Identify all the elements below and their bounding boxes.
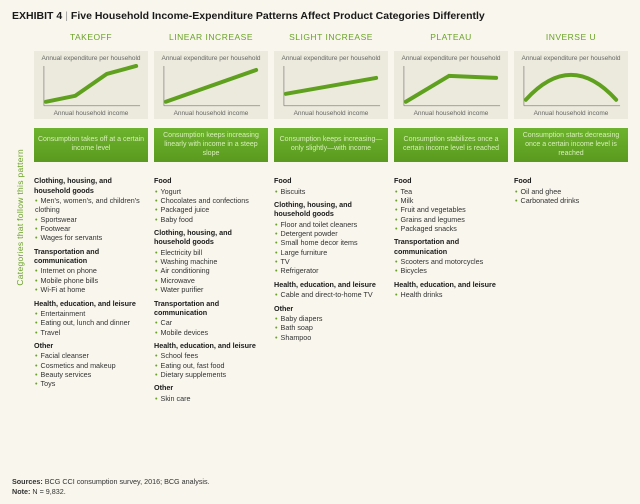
list-item: Small home decor items xyxy=(275,238,388,247)
note-text: N = 9,832. xyxy=(32,487,65,496)
category-list: Food TeaMilkFruit and vegetablesGrains an… xyxy=(394,172,508,403)
list-item: Refrigerator xyxy=(275,266,388,275)
category-header: Other xyxy=(34,341,148,350)
list-item: Tea xyxy=(395,187,508,196)
list-item: TV xyxy=(275,257,388,266)
list-item: Mobile phone bills xyxy=(35,276,148,285)
category-header: Food xyxy=(154,176,268,185)
list-item: School fees xyxy=(155,351,268,360)
list-item: Travel xyxy=(35,328,148,337)
list-item: Biscuits xyxy=(275,187,388,196)
side-label: Categories that follow this pattern xyxy=(12,32,28,403)
category-header: Health, education, and leisure xyxy=(274,280,388,289)
list-item: Dietary supplements xyxy=(155,370,268,379)
sources-text: BCG CCI consumption survey, 2016; BCG an… xyxy=(45,477,210,486)
pattern-title: TAKEOFF xyxy=(34,32,148,42)
list-item: Sportswear xyxy=(35,215,148,224)
list-item: Floor and toilet cleaners xyxy=(275,220,388,229)
list-item: Large furniture xyxy=(275,248,388,257)
list-item: Scooters and motorcycles xyxy=(395,257,508,266)
pattern-description: Consumption stabilizes once a certain in… xyxy=(394,128,508,162)
list-item: Wi-Fi at home xyxy=(35,285,148,294)
pattern-title: LINEAR INCREASE xyxy=(154,32,268,42)
list-item: Grains and legumes xyxy=(395,215,508,224)
list-item: Packaged juice xyxy=(155,205,268,214)
list-item: Milk xyxy=(395,196,508,205)
list-item: Mobile devices xyxy=(155,328,268,337)
pattern-description: Consumption keeps increasing linearly wi… xyxy=(154,128,268,162)
list-item: Shampoo xyxy=(275,333,388,342)
list-item: Chocolates and confections xyxy=(155,196,268,205)
list-item: Men's, women's, and children's clothing xyxy=(35,196,148,215)
category-header: Transportation and communication xyxy=(154,299,268,318)
list-item: Health drinks xyxy=(395,290,508,299)
category-header: Health, education, and leisure xyxy=(34,299,148,308)
list-item: Air conditioning xyxy=(155,266,268,275)
list-item: Bath soap xyxy=(275,323,388,332)
category-header: Other xyxy=(154,383,268,392)
list-item: Electricity bill xyxy=(155,248,268,257)
category-header: Health, education, and leisure xyxy=(154,341,268,350)
list-item: Yogurt xyxy=(155,187,268,196)
list-item: Carbonated drinks xyxy=(515,196,628,205)
list-item: Footwear xyxy=(35,224,148,233)
pattern-chart: Annual expenditure per householdAnnual h… xyxy=(394,51,508,119)
category-header: Health, education, and leisure xyxy=(394,280,508,289)
category-header: Food xyxy=(514,176,628,185)
category-header: Clothing, housing, and household goods xyxy=(274,200,388,219)
category-header: Transportation and communication xyxy=(394,237,508,256)
list-item: Water purifier xyxy=(155,285,268,294)
category-header: Food xyxy=(394,176,508,185)
list-item: Oil and ghee xyxy=(515,187,628,196)
pattern-chart: Annual expenditure per householdAnnual h… xyxy=(514,51,628,119)
pattern-description: Consumption takes off at a certain incom… xyxy=(34,128,148,162)
list-item: Cosmetics and makeup xyxy=(35,361,148,370)
exhibit-header: EXHIBIT 4|Five Household Income-Expendit… xyxy=(12,10,628,22)
footer: Sources: BCG CCI consumption survey, 201… xyxy=(12,477,210,496)
exhibit-number: EXHIBIT 4 xyxy=(12,10,62,22)
list-item: Eating out, fast food xyxy=(155,361,268,370)
list-item: Toys xyxy=(35,379,148,388)
list-item: Eating out, lunch and dinner xyxy=(35,318,148,327)
pattern-description: Consumption starts decreasing once a cer… xyxy=(514,128,628,162)
pattern-title: INVERSE U xyxy=(514,32,628,42)
list-item: Microwave xyxy=(155,276,268,285)
category-list: Food YogurtChocolates and confectionsPack… xyxy=(154,172,268,403)
list-item: Baby food xyxy=(155,215,268,224)
list-item: Skin care xyxy=(155,394,268,403)
category-list: Food Oil and gheeCarbonated drinks xyxy=(514,172,628,403)
category-header: Transportation and communication xyxy=(34,247,148,266)
category-header: Other xyxy=(274,304,388,313)
list-item: Entertainment xyxy=(35,309,148,318)
exhibit-title: Five Household Income-Expenditure Patter… xyxy=(71,10,485,22)
list-item: Wages for servants xyxy=(35,233,148,242)
pattern-title: SLIGHT INCREASE xyxy=(274,32,388,42)
category-list: Food Biscuits Clothing, housing, and house… xyxy=(274,172,388,403)
pattern-description: Consumption keeps increasing—only slight… xyxy=(274,128,388,162)
category-list: Clothing, housing, and household goodsMe… xyxy=(34,172,148,403)
list-item: Facial cleanser xyxy=(35,351,148,360)
list-item: Cable and direct-to-home TV xyxy=(275,290,388,299)
list-item: Car xyxy=(155,318,268,327)
category-header: Food xyxy=(274,176,388,185)
category-header: Clothing, housing, and household goods xyxy=(34,176,148,195)
list-item: Washing machine xyxy=(155,257,268,266)
list-item: Beauty services xyxy=(35,370,148,379)
list-item: Baby diapers xyxy=(275,314,388,323)
category-header: Clothing, housing, and household goods xyxy=(154,228,268,247)
list-item: Internet on phone xyxy=(35,266,148,275)
pattern-chart: Annual expenditure per householdAnnual h… xyxy=(34,51,148,119)
list-item: Fruit and vegetables xyxy=(395,205,508,214)
pattern-title: PLATEAU xyxy=(394,32,508,42)
list-item: Packaged snacks xyxy=(395,224,508,233)
pattern-chart: Annual expenditure per householdAnnual h… xyxy=(154,51,268,119)
pattern-chart: Annual expenditure per householdAnnual h… xyxy=(274,51,388,119)
list-item: Detergent powder xyxy=(275,229,388,238)
list-item: Bicycles xyxy=(395,266,508,275)
